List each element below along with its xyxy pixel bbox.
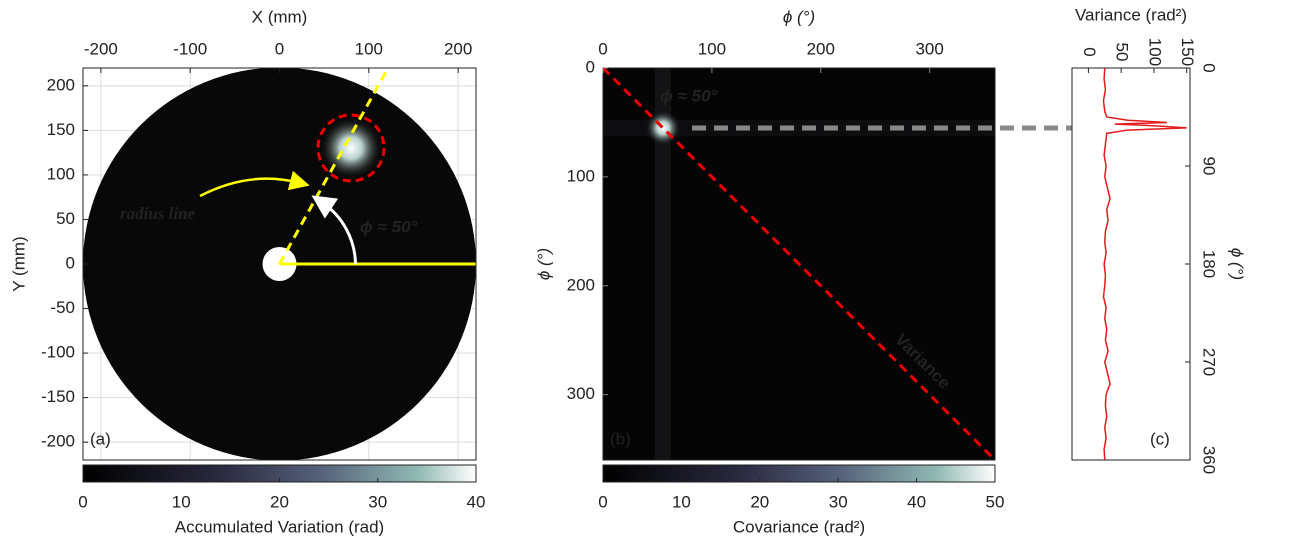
panel-b: ϕ ≈ 50°Variance(b)0 100 200 3000100200300ϕ …: [534, 7, 1095, 536]
x-tick-label: -200: [84, 39, 118, 58]
axes-box: [602, 67, 996, 461]
streak: [603, 120, 995, 136]
x-axis-label: X (mm): [252, 7, 308, 26]
phi-tick-label: 360: [1200, 446, 1219, 474]
x-tick-label: 200: [807, 39, 835, 58]
colorbar: [602, 464, 996, 483]
colorbar-tick-label: 30: [829, 492, 848, 511]
hotspot: [319, 116, 383, 180]
axes-box: [1071, 67, 1191, 461]
phi-tick-label: 270: [1200, 348, 1219, 376]
colorbar-tick-label: 30: [368, 492, 387, 511]
x-tick-label: 100: [698, 39, 726, 58]
x-tick-label: -100: [173, 39, 207, 58]
colorbar-tick-label: 40: [907, 492, 926, 511]
variance-axis-label: Variance (rad²): [1075, 5, 1187, 24]
phi-tick-label: 180: [1200, 250, 1219, 278]
y-axis-label: Y (mm): [9, 236, 28, 291]
x-tick-label: 300: [915, 39, 943, 58]
y-tick-label: 100: [47, 164, 75, 183]
phi-tick-label: 90: [1200, 157, 1219, 176]
hotspot-ring: [316, 113, 386, 183]
annotation: radius line: [120, 204, 196, 223]
x-tick-label: 200: [444, 39, 472, 58]
panel-label: (b): [610, 429, 631, 448]
label-arrow: [199, 170, 310, 198]
x-tick-label: 0: [275, 39, 284, 58]
colorbar-label: Covariance (rad²): [733, 517, 865, 536]
phi-tick-label: 0: [1200, 63, 1219, 72]
y-tick-label: 200: [567, 275, 595, 294]
colorbar-tick-label: 50: [986, 492, 1005, 511]
x-tick-label: 0: [598, 39, 607, 58]
colorbar-tick-label: 10: [672, 492, 691, 511]
y-tick-label: 0: [66, 253, 75, 272]
colorbar-tick-label: 10: [172, 492, 191, 511]
x-axis-label: ϕ (°): [783, 7, 815, 26]
colorbar-tick-label: 40: [467, 492, 486, 511]
variance-tick-label: 50: [1113, 43, 1132, 62]
y-tick-label: -100: [41, 343, 75, 362]
y-axis-label: ϕ (°): [534, 248, 553, 280]
variance-tick-label: 0: [1080, 47, 1099, 56]
variance-line: [1102, 67, 1187, 461]
diagonal: [601, 66, 997, 462]
x-tick-label: 100: [355, 39, 383, 58]
colorbar-tick-label: 0: [598, 492, 607, 511]
colorbar-label: Accumulated Variation (rad): [175, 517, 384, 536]
y-tick-label: 50: [56, 209, 75, 228]
annotation: ϕ ≈ 50°: [360, 217, 418, 236]
streak: [655, 68, 671, 460]
y-tick-label: 200: [47, 75, 75, 94]
annotation: ϕ ≈ 50°: [660, 86, 718, 105]
panel-label: (c): [1150, 429, 1170, 448]
y-tick-label: 0: [586, 57, 595, 76]
y-tick-label: 100: [567, 166, 595, 185]
angle-arrow: [311, 195, 357, 265]
radius-line: [278, 67, 390, 265]
y-tick-label: -150: [41, 387, 75, 406]
y-tick-label: 150: [47, 120, 75, 139]
colorbar-tick-label: 0: [78, 492, 87, 511]
colorbar-tick-label: 20: [750, 492, 769, 511]
variance-tick-label: 100: [1145, 38, 1164, 66]
colorbar-tick-label: 20: [270, 492, 289, 511]
y-tick-label: -200: [41, 432, 75, 451]
y-tick-label: 300: [567, 384, 595, 403]
variance-tick-label: 150: [1178, 38, 1197, 66]
y-tick-label: -50: [50, 298, 75, 317]
phi-axis-label: ϕ (°): [1228, 248, 1247, 280]
panel-label: (a): [90, 429, 111, 448]
